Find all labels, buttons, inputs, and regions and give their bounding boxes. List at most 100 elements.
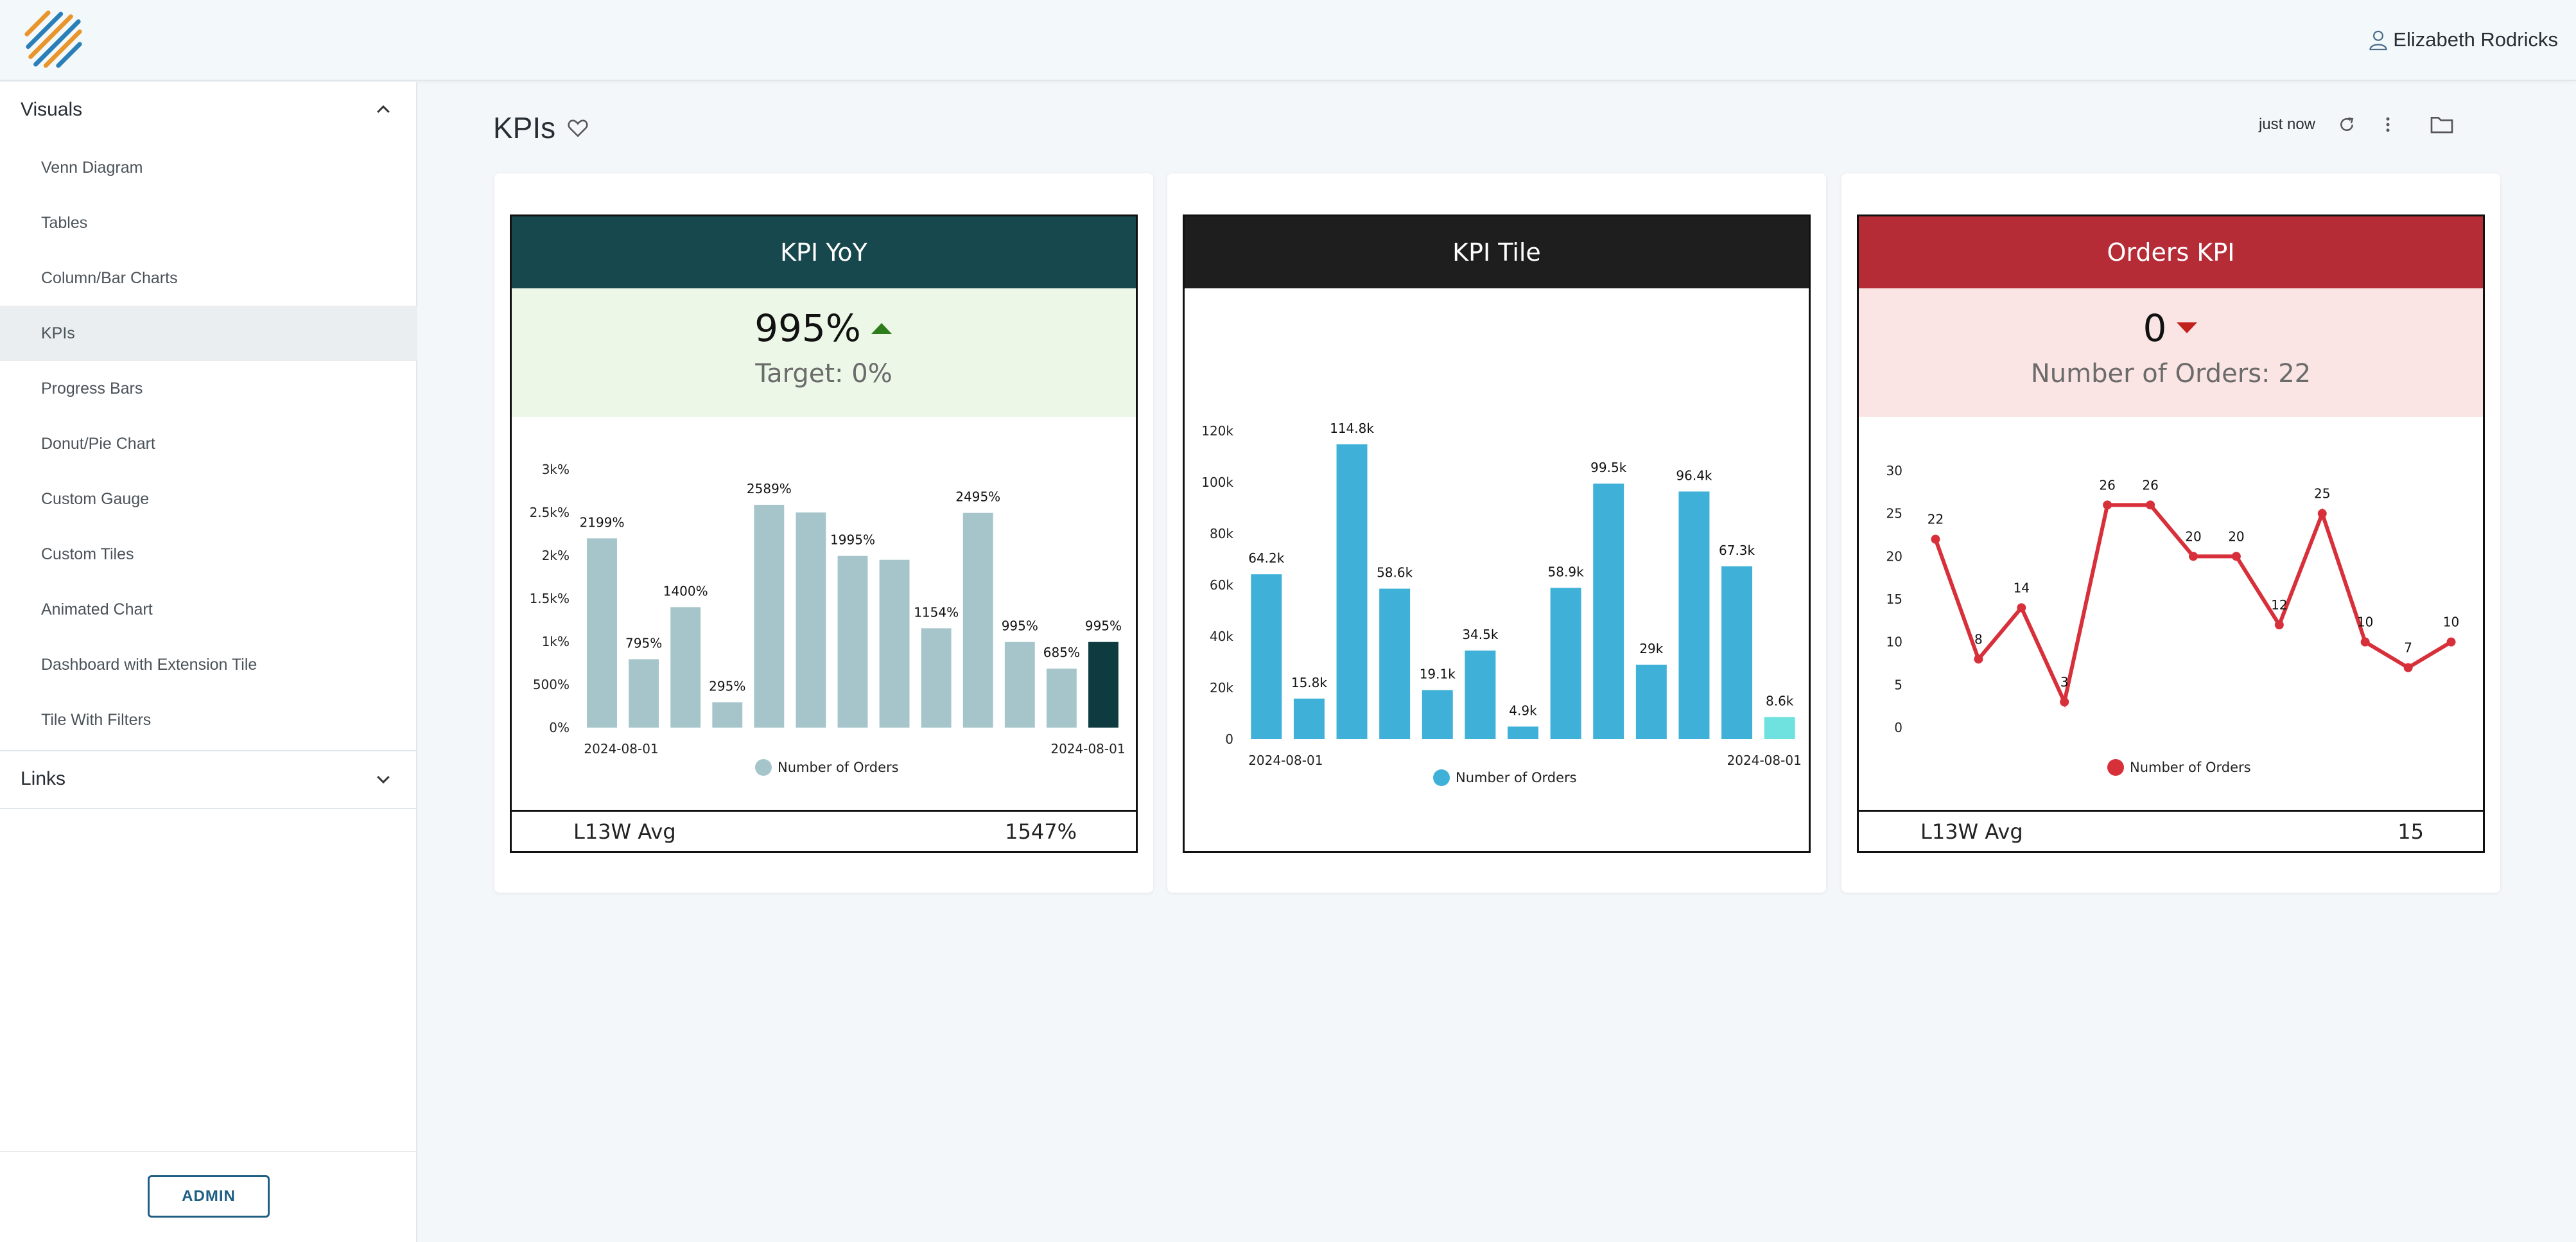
data-label: 685% (1043, 645, 1080, 660)
sidebar-item-donut-pie-chart[interactable]: Donut/Pie Chart (41, 434, 155, 453)
sidebar-item-animated-chart[interactable]: Animated Chart (41, 600, 153, 618)
data-label: 29k (1639, 641, 1663, 656)
data-label: 22 (1928, 512, 1944, 527)
data-label: 2495% (955, 489, 1000, 505)
y-tick-label: 500% (533, 677, 570, 692)
heart-icon[interactable] (567, 118, 589, 138)
visuals-nav-list: Venn Diagram Tables Column/Bar Charts KP… (0, 140, 417, 748)
company-logo-icon[interactable] (22, 8, 85, 71)
data-label: 10 (2443, 615, 2459, 630)
line-point (2446, 637, 2456, 647)
legend-label: Number of Orders (778, 760, 899, 775)
data-label: 25 (2314, 486, 2330, 502)
bar (1593, 484, 1624, 739)
orders-kpi-footer-label: L13W Avg (1920, 819, 2023, 844)
links-section-header[interactable]: Links (0, 751, 417, 807)
y-tick-label: 25 (1886, 506, 1902, 521)
data-label: 114.8k (1330, 421, 1374, 436)
line-point (2360, 637, 2370, 647)
kpi-tile-header: KPI Tile (1185, 216, 1809, 288)
data-label: 7 (2404, 640, 2412, 656)
y-tick-label: 30 (1886, 463, 1902, 478)
y-tick-label: 2k% (542, 548, 570, 563)
bar (712, 702, 743, 728)
kpi-yoy-bar-chart: 0% 500% 1k% 1.5k% 2k% 2.5k% 3k% 2199% 795% 1400% 2… (530, 462, 1126, 776)
bar (1678, 491, 1710, 739)
x-tick-label: 2024-08-01 (1727, 753, 1802, 768)
more-vertical-icon[interactable] (2378, 115, 2398, 134)
data-label: 26 (2142, 477, 2158, 493)
page-title: KPIs (493, 110, 589, 145)
data-label: 20 (2228, 529, 2244, 544)
x-tick-label: 2024-08-01 (584, 741, 658, 757)
data-label: 26 (2099, 477, 2115, 493)
bar (1764, 717, 1795, 739)
y-tick-label: 100k (1201, 475, 1233, 490)
admin-button[interactable]: ADMIN (148, 1175, 270, 1218)
folder-icon[interactable] (2430, 114, 2454, 135)
y-tick-label: 20k (1210, 680, 1233, 695)
line-point (2403, 663, 2413, 672)
line-point (2060, 697, 2069, 706)
legend-label: Number of Orders (1456, 770, 1577, 785)
bar (796, 512, 826, 728)
user-menu[interactable]: Elizabeth Rodricks (2369, 28, 2558, 51)
sidebar-item-kpis[interactable]: KPIs (0, 306, 417, 361)
sidebar-item-tables[interactable]: Tables (41, 213, 88, 232)
data-label: 1400% (663, 583, 708, 599)
sidebar-item-progress-bars[interactable]: Progress Bars (41, 379, 143, 398)
data-label: 995% (1085, 618, 1122, 634)
arrow-down-icon (2177, 322, 2198, 333)
y-tick-label: 120k (1201, 423, 1233, 439)
orders-kpi-value-band: 0 Number of Orders: 22 (1859, 288, 2483, 417)
line-point (1974, 654, 1983, 664)
x-tick-label: 2024-08-01 (1050, 741, 1125, 757)
y-tick-label: 1k% (542, 634, 570, 649)
user-icon (2369, 30, 2387, 51)
data-label: 1995% (830, 532, 875, 548)
bar (587, 538, 617, 728)
kpi-yoy-header: KPI YoY (512, 216, 1136, 288)
sidebar-item-venn-diagram[interactable]: Venn Diagram (41, 158, 143, 177)
line-point (2017, 603, 2026, 613)
data-label: 2199% (580, 514, 625, 530)
line-point (2231, 552, 2241, 561)
sidebar-item-column-bar-charts[interactable]: Column/Bar Charts (41, 268, 178, 287)
sidebar-footer-divider (0, 1151, 417, 1152)
legend-marker (755, 759, 772, 776)
user-name: Elizabeth Rodricks (2393, 28, 2558, 51)
kpi-yoy-visualization: KPI YoY 995% Target: 0% 0% 500% 1k% 1.5k% 2k… (510, 214, 1138, 853)
links-section-label: Links (21, 768, 66, 789)
orders-kpi-tile: Orders KPI 0 Number of Orders: 22 0 5 10 15… (1841, 173, 2500, 893)
sidebar-item-tile-with-filters[interactable]: Tile With Filters (41, 710, 152, 729)
kpi-yoy-value-band: 995% Target: 0% (512, 288, 1136, 417)
refresh-icon[interactable] (2337, 115, 2356, 134)
bar (1088, 642, 1118, 728)
data-label: 995% (1002, 618, 1038, 634)
page-title-text: KPIs (493, 111, 556, 144)
sidebar-item-dashboard-extension-tile[interactable]: Dashboard with Extension Tile (41, 655, 257, 674)
x-tick-label: 2024-08-01 (1248, 753, 1323, 768)
sidebar-divider (0, 808, 417, 809)
sidebar-item-custom-tiles[interactable]: Custom Tiles (41, 545, 134, 563)
bar (1422, 690, 1453, 739)
chevron-up-icon (377, 105, 390, 113)
data-label: 96.4k (1676, 468, 1712, 483)
data-label: 58.9k (1548, 564, 1585, 579)
data-label: 1154% (914, 604, 959, 620)
data-label: 19.1k (1420, 667, 1456, 682)
y-tick-label: 1.5k% (530, 591, 570, 606)
visuals-section-header[interactable]: Visuals (0, 82, 417, 137)
bar (962, 512, 993, 728)
data-label: 8.6k (1766, 694, 1794, 709)
line-point (2274, 620, 2284, 629)
chevron-down-icon (377, 776, 390, 784)
y-tick-label: 60k (1210, 577, 1233, 593)
data-label: 3 (2060, 674, 2069, 690)
sidebar-item-custom-gauge[interactable]: Custom Gauge (41, 489, 150, 508)
y-tick-label: 5 (1894, 677, 1902, 692)
bar (1635, 665, 1667, 739)
data-label: 15.8k (1291, 675, 1328, 690)
y-tick-label: 80k (1210, 526, 1233, 541)
sidebar: Visuals Venn Diagram Tables Column/Bar C… (0, 82, 417, 1242)
